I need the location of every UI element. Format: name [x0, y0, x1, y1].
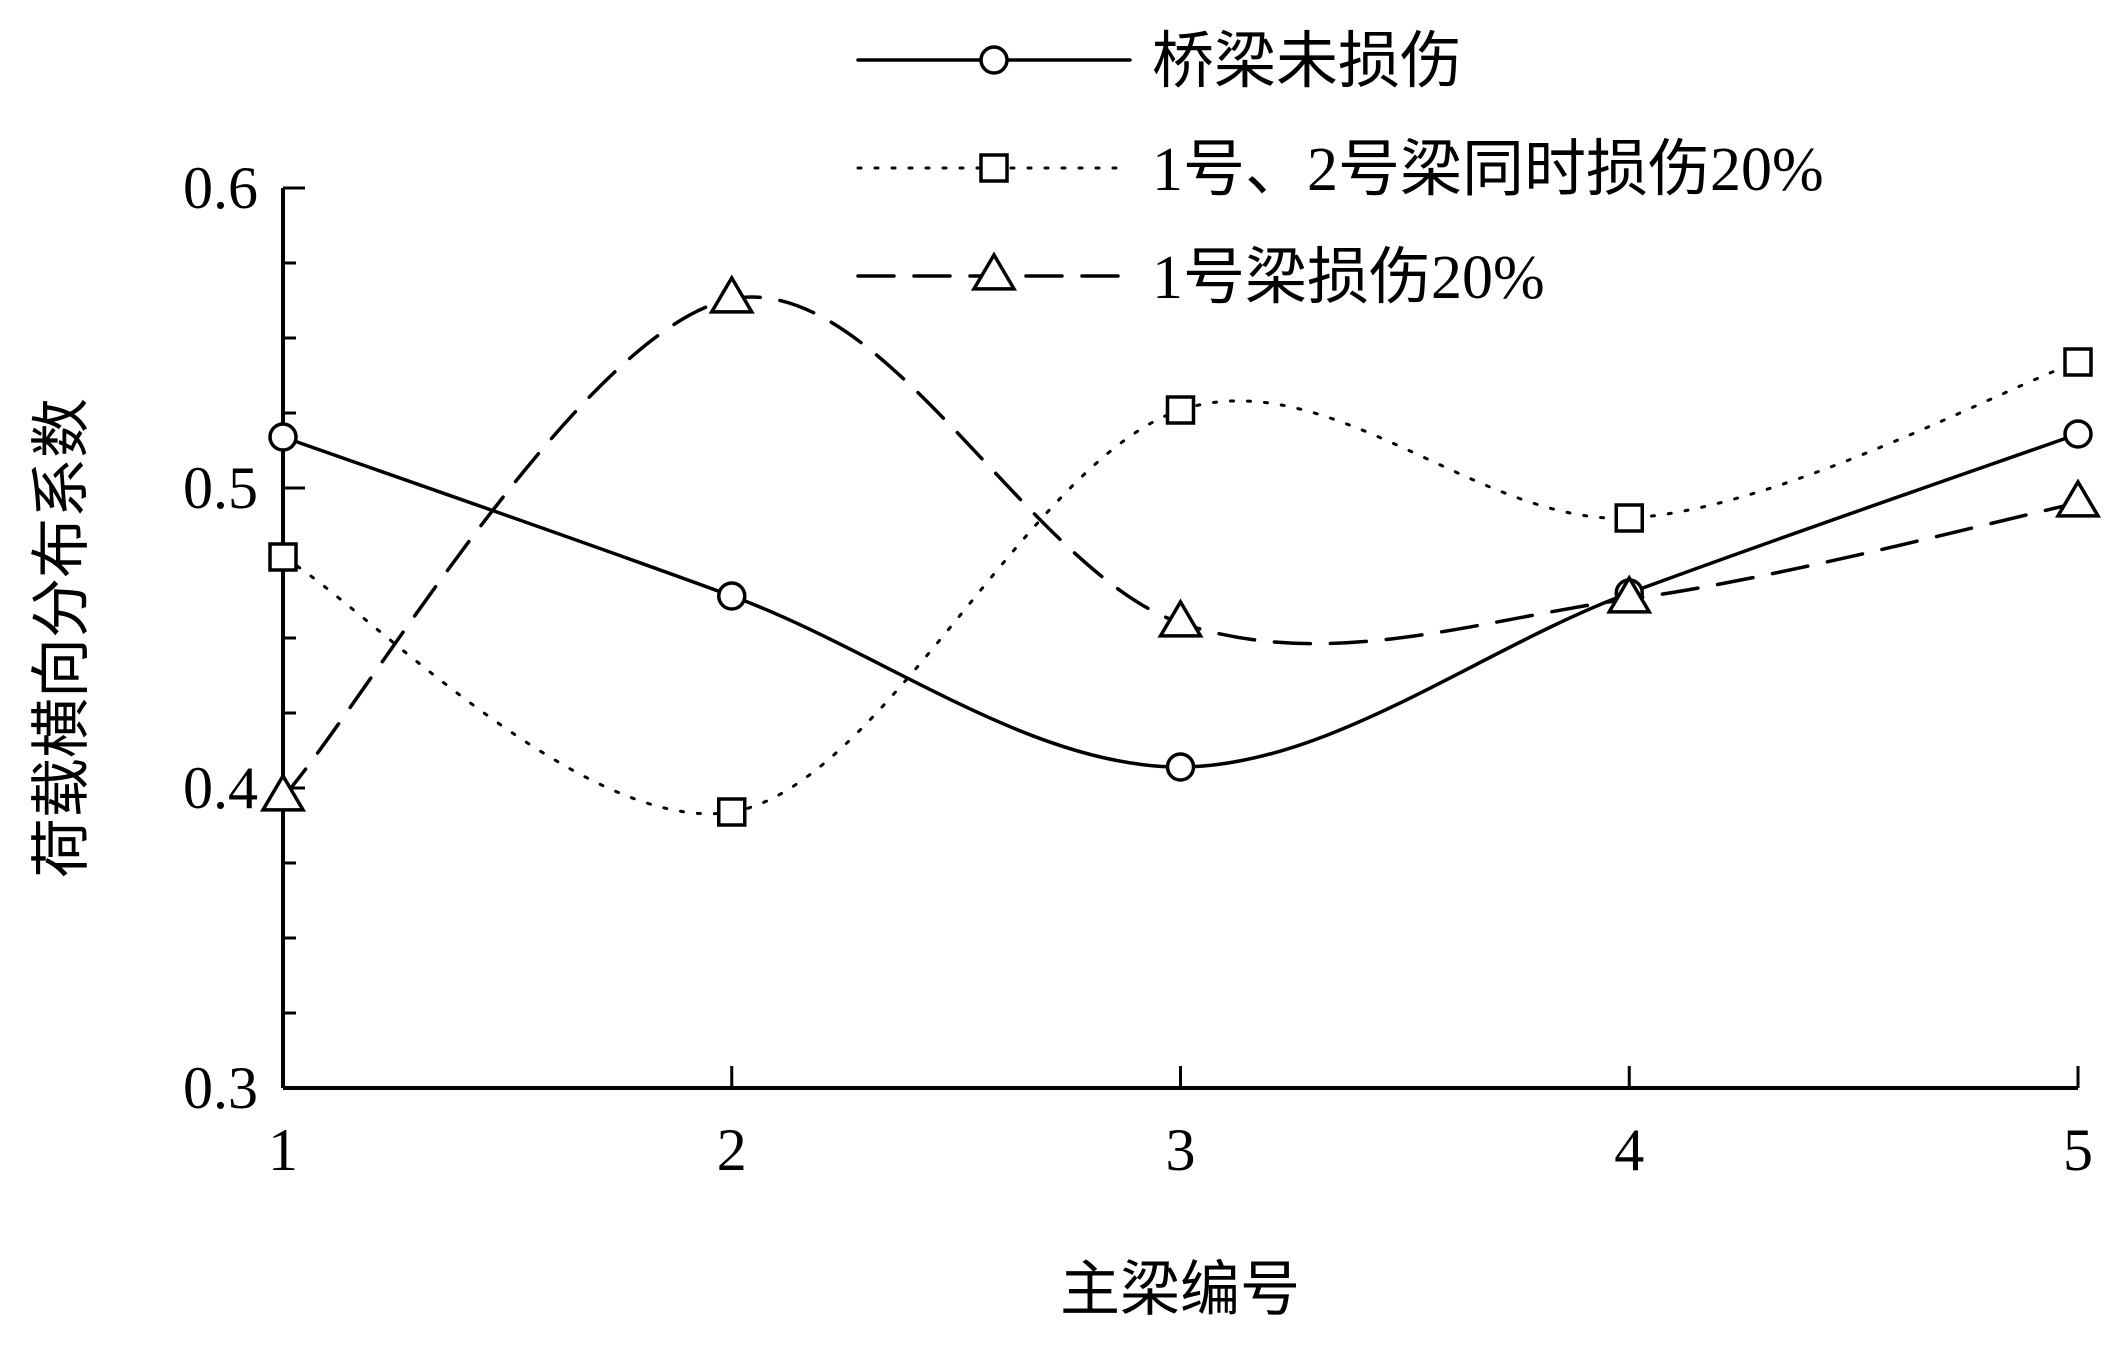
- series-line: [281, 295, 2080, 799]
- y-axis-title: 荷载横向分布系数: [29, 398, 95, 878]
- legend-label: 桥梁未损伤: [1152, 28, 1462, 96]
- x-tick-label: 5: [2063, 1117, 2093, 1183]
- legend-marker-triangle: [970, 251, 1018, 291]
- data-point-circle: [717, 581, 747, 611]
- legend-label: 1号、2号梁同时损伤20%: [1152, 136, 1824, 204]
- legend-marker-circle: [979, 45, 1009, 75]
- x-ticks: 1 2 3 4 5: [268, 1066, 2093, 1183]
- data-point-triangle: [1157, 598, 1204, 638]
- x-tick-label: 1: [268, 1117, 298, 1183]
- legend-item: 1号、2号梁同时损伤20%: [856, 136, 1824, 204]
- data-point-triangle: [1606, 574, 1653, 614]
- legend-item: 桥梁未损伤: [856, 28, 1462, 96]
- y-tick-label: 0.3: [183, 1055, 258, 1121]
- data-point-square: [268, 542, 298, 572]
- data-point-circle: [2063, 419, 2093, 449]
- y-ticks: 0.3 0.4 0.5 0.6: [183, 155, 305, 1121]
- data-point-square: [717, 797, 747, 827]
- data-point-triangle: [708, 274, 755, 314]
- x-tick-label: 2: [717, 1117, 747, 1183]
- x-tick-label: 4: [1614, 1117, 1644, 1183]
- data-point-triangle: [2054, 478, 2102, 518]
- data-point-circle: [1165, 752, 1196, 782]
- data-point-square: [1614, 503, 1644, 533]
- data-point-square: [1165, 395, 1196, 425]
- y-tick-label: 0.6: [183, 155, 258, 221]
- axes: [281, 188, 2078, 1090]
- y-tick-label: 0.5: [183, 455, 258, 521]
- x-axis-title: 主梁编号: [1060, 1257, 1300, 1323]
- series-triangle: [259, 274, 2102, 812]
- data-point-triangle: [259, 772, 307, 812]
- series-square: [268, 347, 2093, 827]
- y-tick-label: 0.4: [183, 755, 258, 821]
- data-point-circle: [268, 422, 298, 452]
- series-layer: [259, 274, 2102, 827]
- legend: 桥梁未损伤 1号、2号梁同时损伤20% 1号梁损伤20%: [856, 28, 1824, 312]
- legend-label: 1号梁损伤20%: [1152, 244, 1545, 312]
- legend-item: 1号梁损伤20%: [856, 244, 1545, 312]
- legend-marker-square: [979, 153, 1009, 183]
- x-tick-label: 3: [1166, 1117, 1196, 1183]
- series-line: [281, 360, 2080, 816]
- data-point-square: [2063, 347, 2093, 377]
